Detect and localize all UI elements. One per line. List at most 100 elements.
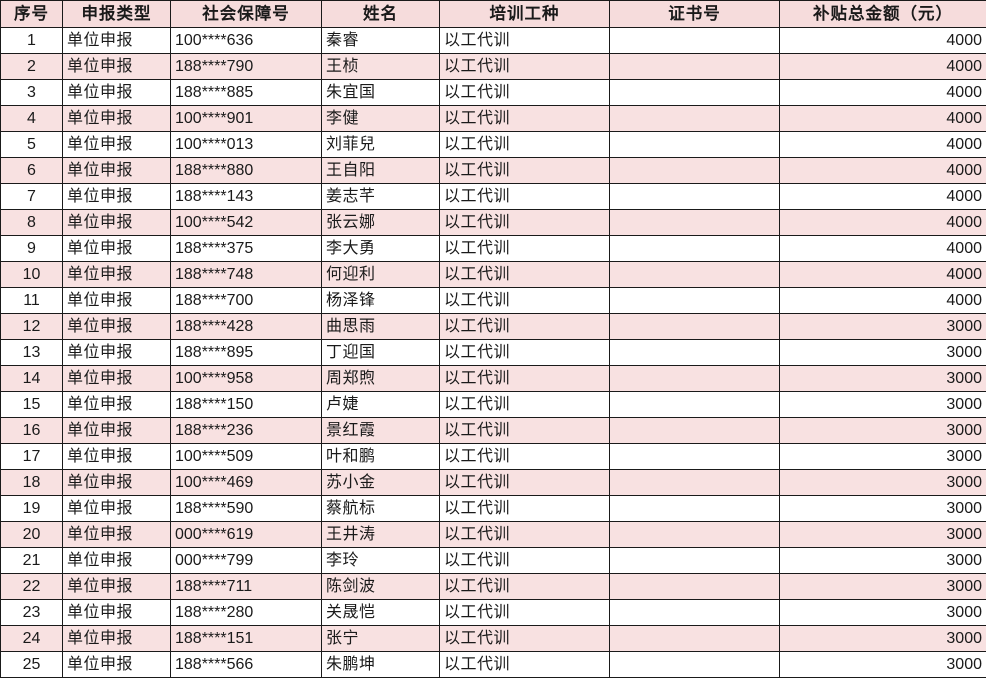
- cell-job: 以工代训: [440, 444, 610, 470]
- cell-amount: 4000: [780, 80, 986, 106]
- column-header-amount: 补贴总金额（元）: [780, 1, 986, 28]
- cell-name: 李玲: [322, 548, 440, 574]
- cell-cert: [610, 54, 780, 80]
- cell-name: 苏小金: [322, 470, 440, 496]
- cell-amount: 4000: [780, 184, 986, 210]
- cell-name: 曲思雨: [322, 314, 440, 340]
- cell-type: 单位申报: [63, 28, 171, 54]
- column-header-name: 姓名: [322, 1, 440, 28]
- cell-ssn: 188****590: [171, 496, 322, 522]
- cell-seq: 3: [1, 80, 63, 106]
- cell-type: 单位申报: [63, 418, 171, 444]
- cell-type: 单位申报: [63, 54, 171, 80]
- cell-name: 叶和鹏: [322, 444, 440, 470]
- cell-seq: 24: [1, 626, 63, 652]
- cell-type: 单位申报: [63, 548, 171, 574]
- column-header-type: 申报类型: [63, 1, 171, 28]
- cell-cert: [610, 28, 780, 54]
- cell-name: 杨泽锋: [322, 288, 440, 314]
- cell-amount: 4000: [780, 288, 986, 314]
- cell-seq: 8: [1, 210, 63, 236]
- cell-amount: 4000: [780, 158, 986, 184]
- cell-cert: [610, 522, 780, 548]
- cell-job: 以工代训: [440, 366, 610, 392]
- cell-amount: 3000: [780, 392, 986, 418]
- cell-type: 单位申报: [63, 210, 171, 236]
- cell-type: 单位申报: [63, 600, 171, 626]
- cell-name: 王自阳: [322, 158, 440, 184]
- cell-ssn: 188****280: [171, 600, 322, 626]
- cell-amount: 3000: [780, 314, 986, 340]
- cell-name: 张云娜: [322, 210, 440, 236]
- cell-seq: 18: [1, 470, 63, 496]
- table-header-row: 序号 申报类型 社会保障号 姓名 培训工种 证书号 补贴总金额（元）: [1, 1, 986, 28]
- cell-amount: 3000: [780, 522, 986, 548]
- cell-job: 以工代训: [440, 54, 610, 80]
- column-header-ssn: 社会保障号: [171, 1, 322, 28]
- cell-cert: [610, 184, 780, 210]
- cell-job: 以工代训: [440, 288, 610, 314]
- cell-job: 以工代训: [440, 80, 610, 106]
- cell-amount: 3000: [780, 418, 986, 444]
- cell-name: 姜志芊: [322, 184, 440, 210]
- cell-type: 单位申报: [63, 106, 171, 132]
- cell-amount: 3000: [780, 340, 986, 366]
- cell-ssn: 188****885: [171, 80, 322, 106]
- cell-amount: 3000: [780, 444, 986, 470]
- cell-seq: 16: [1, 418, 63, 444]
- cell-ssn: 188****143: [171, 184, 322, 210]
- cell-cert: [610, 106, 780, 132]
- cell-name: 何迎利: [322, 262, 440, 288]
- cell-ssn: 000****799: [171, 548, 322, 574]
- cell-ssn: 100****542: [171, 210, 322, 236]
- cell-job: 以工代训: [440, 652, 610, 678]
- cell-seq: 23: [1, 600, 63, 626]
- cell-type: 单位申报: [63, 288, 171, 314]
- cell-job: 以工代训: [440, 600, 610, 626]
- cell-ssn: 100****013: [171, 132, 322, 158]
- cell-name: 刘菲兒: [322, 132, 440, 158]
- cell-ssn: 188****150: [171, 392, 322, 418]
- cell-seq: 13: [1, 340, 63, 366]
- cell-seq: 2: [1, 54, 63, 80]
- cell-job: 以工代训: [440, 314, 610, 340]
- cell-cert: [610, 236, 780, 262]
- cell-job: 以工代训: [440, 626, 610, 652]
- cell-name: 周郑煦: [322, 366, 440, 392]
- cell-seq: 5: [1, 132, 63, 158]
- cell-ssn: 188****895: [171, 340, 322, 366]
- cell-ssn: 188****428: [171, 314, 322, 340]
- cell-amount: 4000: [780, 28, 986, 54]
- cell-job: 以工代训: [440, 210, 610, 236]
- cell-name: 丁迎国: [322, 340, 440, 366]
- cell-ssn: 188****375: [171, 236, 322, 262]
- cell-amount: 4000: [780, 132, 986, 158]
- cell-job: 以工代训: [440, 340, 610, 366]
- cell-name: 朱鹏坤: [322, 652, 440, 678]
- cell-seq: 19: [1, 496, 63, 522]
- cell-seq: 11: [1, 288, 63, 314]
- cell-amount: 3000: [780, 652, 986, 678]
- cell-type: 单位申报: [63, 626, 171, 652]
- cell-cert: [610, 132, 780, 158]
- cell-ssn: 188****566: [171, 652, 322, 678]
- cell-seq: 1: [1, 28, 63, 54]
- cell-ssn: 100****509: [171, 444, 322, 470]
- cell-type: 单位申报: [63, 496, 171, 522]
- cell-name: 张宁: [322, 626, 440, 652]
- cell-ssn: 188****790: [171, 54, 322, 80]
- cell-type: 单位申报: [63, 80, 171, 106]
- cell-ssn: 188****880: [171, 158, 322, 184]
